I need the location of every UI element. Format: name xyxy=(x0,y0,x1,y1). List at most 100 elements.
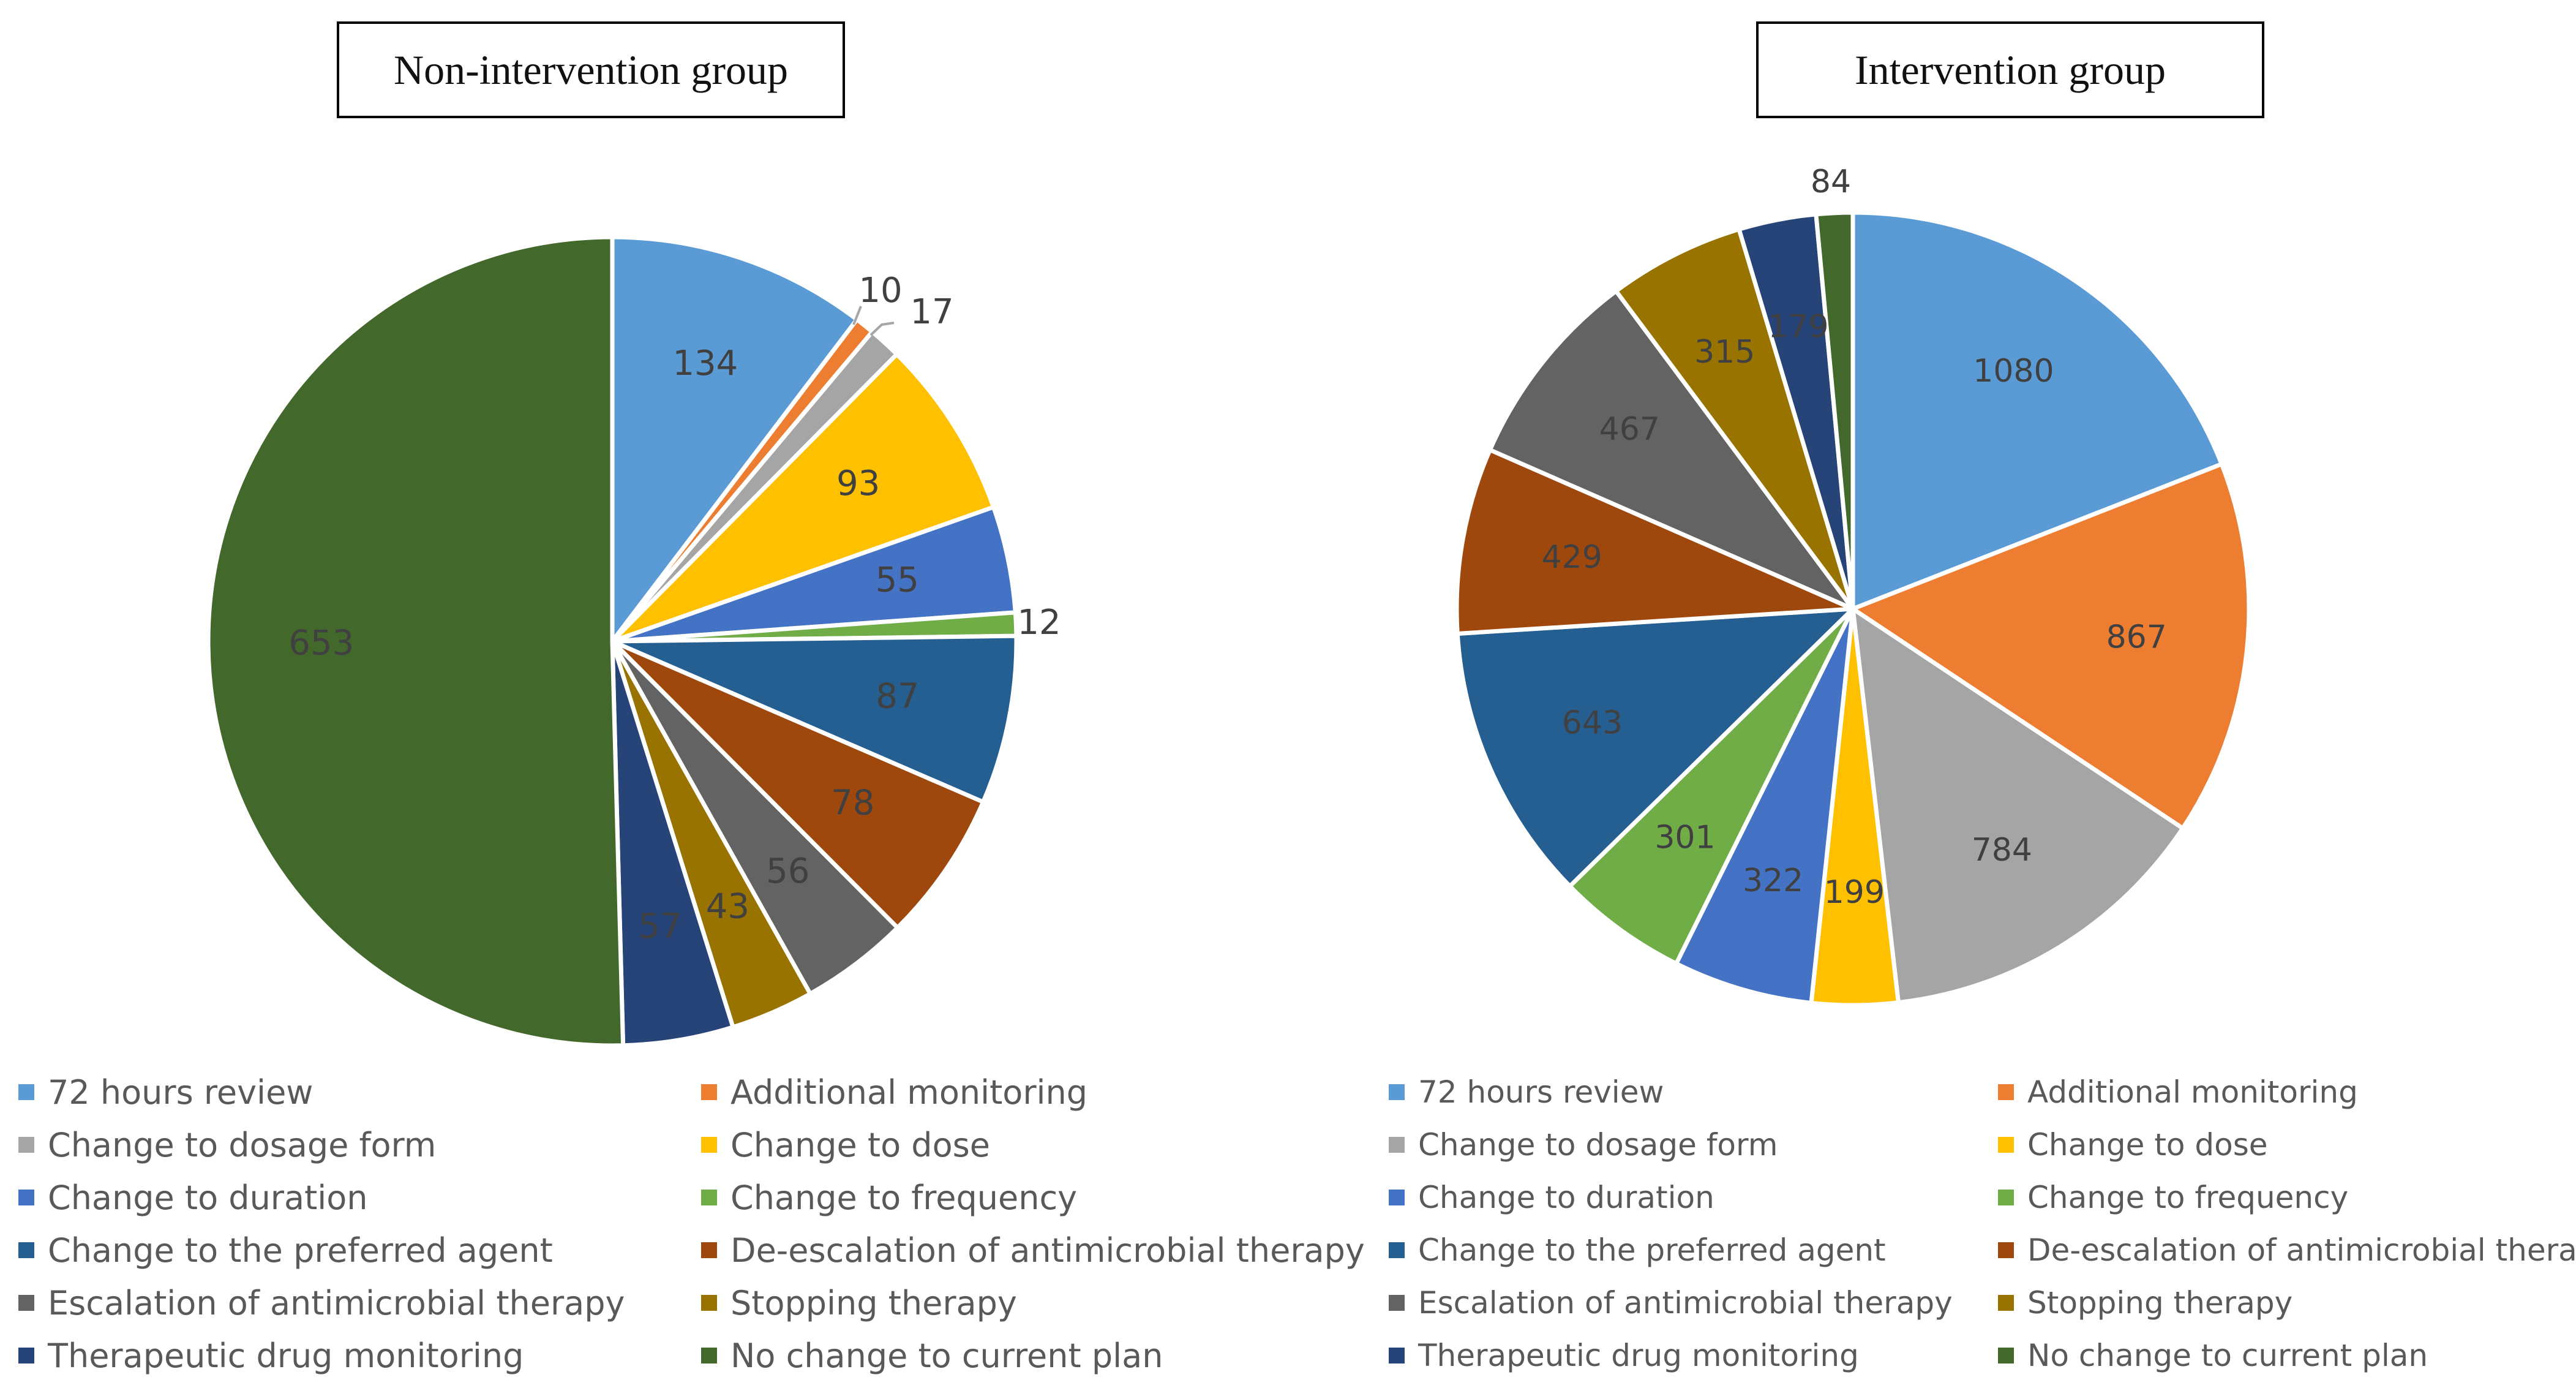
data-label-non-intervention-8: 56 xyxy=(766,851,809,891)
pie-slice-non-intervention-0 xyxy=(610,235,859,644)
data-label-intervention-10: 179 xyxy=(1768,309,1828,345)
data-label-non-intervention-7: 78 xyxy=(831,783,874,823)
legend-swatch xyxy=(1389,1348,1405,1363)
pie-slice-intervention-1 xyxy=(1850,462,2251,831)
data-label-non-intervention-1: 10 xyxy=(858,271,902,311)
data-label-non-intervention-3: 93 xyxy=(836,464,880,504)
legend-label: Change to frequency xyxy=(730,1178,1078,1217)
data-label-intervention-2: 784 xyxy=(1972,832,2032,869)
legend-swatch xyxy=(1998,1190,2014,1205)
legend-swatch xyxy=(701,1295,717,1311)
pie-slice-non-intervention-10 xyxy=(610,639,735,1048)
leader-line-non-intervention-1 xyxy=(852,306,862,325)
chart-title-intervention: Intervention group xyxy=(1756,21,2264,118)
legend-swatch xyxy=(1998,1137,2014,1153)
data-label-non-intervention-9: 43 xyxy=(706,886,749,926)
pie-slice-non-intervention-11 xyxy=(206,235,626,1048)
legend-label: Change to duration xyxy=(48,1178,368,1217)
legend-label: De-escalation of antimicrobial therapy xyxy=(2027,1232,2576,1268)
legend-swatch xyxy=(701,1242,717,1258)
leader-line-non-intervention-2 xyxy=(869,322,895,336)
legend-swatch xyxy=(18,1190,34,1205)
legend-item-0-3: Change to dose xyxy=(701,1118,1365,1171)
legend-label: Change to dose xyxy=(730,1125,990,1164)
legend-item-1-10: Therapeutic drug monitoring xyxy=(1389,1329,1998,1382)
legend-label: 72 hours review xyxy=(48,1073,314,1112)
data-label-intervention-5: 301 xyxy=(1654,820,1715,856)
legend-label: Change to dosage form xyxy=(48,1125,437,1164)
legend-swatch xyxy=(1389,1242,1405,1258)
chart-title-non-intervention: Non-intervention group xyxy=(337,21,845,118)
legend-item-1-4: Change to duration xyxy=(1389,1171,1998,1224)
legend-non-intervention: 72 hours review Additional monitoring Chan… xyxy=(18,1066,1365,1382)
legend-label: Change to the preferred agent xyxy=(1418,1232,1886,1268)
pie-slice-intervention-2 xyxy=(1850,606,2185,1005)
pie-slice-non-intervention-7 xyxy=(610,639,986,930)
legend-swatch xyxy=(1998,1084,2014,1100)
data-label-intervention-0: 1080 xyxy=(1973,353,2054,390)
legend-swatch xyxy=(18,1295,34,1311)
legend-item-0-4: Change to duration xyxy=(18,1171,701,1224)
pie-slice-intervention-5 xyxy=(1568,606,1855,966)
legend-item-0-0: 72 hours review xyxy=(18,1066,701,1118)
legend-item-1-11: No change to current plan xyxy=(1998,1329,2576,1382)
pie-slice-intervention-6 xyxy=(1455,606,1855,889)
legend-swatch xyxy=(1389,1137,1405,1153)
legend-item-0-7: De-escalation of antimicrobial therapy xyxy=(701,1224,1365,1277)
legend-label: No change to current plan xyxy=(2027,1338,2428,1373)
data-label-intervention-9: 315 xyxy=(1694,334,1755,371)
pie-slice-non-intervention-3 xyxy=(610,352,996,644)
legend-swatch xyxy=(701,1190,717,1205)
legend-intervention: 72 hours review Additional monitoring Chan… xyxy=(1389,1066,2576,1382)
legend-item-0-8: Escalation of antimicrobial therapy xyxy=(18,1277,701,1329)
legend-swatch xyxy=(701,1348,717,1363)
legend-swatch xyxy=(1389,1190,1405,1205)
data-label-non-intervention-4: 55 xyxy=(876,560,919,600)
pie-slice-non-intervention-6 xyxy=(610,633,1019,804)
data-label-intervention-3: 199 xyxy=(1824,874,1885,911)
data-label-intervention-1: 867 xyxy=(2106,619,2167,655)
legend-item-0-11: No change to current plan xyxy=(701,1329,1365,1382)
legend-item-0-1: Additional monitoring xyxy=(701,1066,1365,1118)
legend-label: Stopping therapy xyxy=(2027,1285,2293,1321)
legend-swatch xyxy=(1998,1295,2014,1311)
data-label-intervention-7: 429 xyxy=(1542,539,1602,576)
legend-swatch xyxy=(1389,1084,1405,1100)
data-label-intervention-4: 322 xyxy=(1743,862,1803,899)
data-label-non-intervention-5: 12 xyxy=(1017,603,1061,643)
legend-swatch xyxy=(18,1084,34,1100)
legend-item-0-6: Change to the preferred agent xyxy=(18,1224,701,1277)
legend-swatch xyxy=(1389,1295,1405,1311)
legend-item-1-7: De-escalation of antimicrobial therapy xyxy=(1998,1224,2576,1277)
legend-item-0-2: Change to dosage form xyxy=(18,1118,701,1171)
legend-label: Therapeutic drug monitoring xyxy=(48,1336,524,1375)
legend-label: Additional monitoring xyxy=(2027,1074,2358,1110)
legend-label: Escalation of antimicrobial therapy xyxy=(1418,1285,1953,1321)
data-label-non-intervention-2: 17 xyxy=(910,292,953,332)
data-label-intervention-6: 643 xyxy=(1562,704,1623,741)
legend-label: Change to duration xyxy=(1418,1180,1714,1215)
legend-swatch xyxy=(701,1137,717,1153)
legend-label: Additional monitoring xyxy=(730,1073,1088,1112)
legend-item-1-2: Change to dosage form xyxy=(1389,1118,1998,1171)
legend-label: Change to the preferred agent xyxy=(48,1231,553,1270)
legend-swatch xyxy=(18,1137,34,1153)
data-label-intervention-11: 84 xyxy=(1811,164,1851,200)
legend-item-1-5: Change to frequency xyxy=(1998,1171,2576,1224)
legend-swatch xyxy=(18,1348,34,1363)
legend-item-0-5: Change to frequency xyxy=(701,1171,1365,1224)
pie-slice-intervention-9 xyxy=(1613,227,1855,611)
data-label-non-intervention-6: 87 xyxy=(876,676,919,716)
pie-slice-intervention-8 xyxy=(1487,289,1855,611)
legend-item-1-6: Change to the preferred agent xyxy=(1389,1224,1998,1277)
legend-label: Change to frequency xyxy=(2027,1180,2349,1215)
legend-label: De-escalation of antimicrobial therapy xyxy=(730,1231,1365,1270)
data-label-non-intervention-0: 134 xyxy=(672,344,738,383)
legend-label: Change to dose xyxy=(2027,1127,2268,1163)
legend-swatch xyxy=(1998,1242,2014,1258)
legend-swatch xyxy=(18,1242,34,1258)
data-label-non-intervention-11: 653 xyxy=(288,623,354,663)
legend-label: Escalation of antimicrobial therapy xyxy=(48,1283,625,1322)
data-label-intervention-8: 467 xyxy=(1599,411,1660,448)
legend-swatch xyxy=(701,1084,717,1100)
